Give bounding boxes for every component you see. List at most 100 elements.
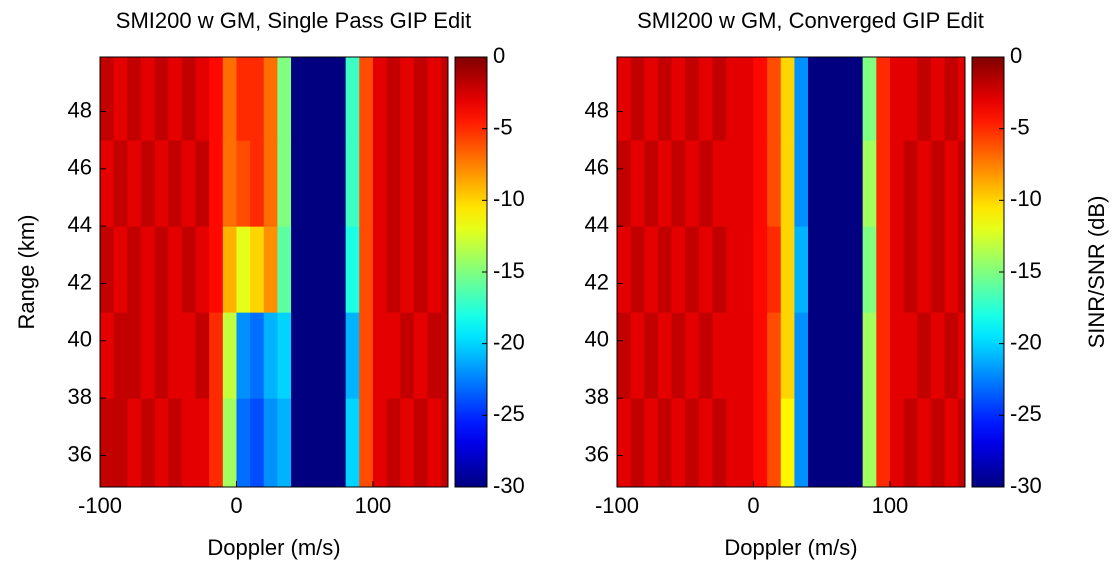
cell bbox=[332, 312, 347, 399]
cell bbox=[168, 312, 183, 399]
cell bbox=[712, 57, 727, 141]
cell bbox=[849, 312, 864, 399]
cell bbox=[739, 398, 754, 487]
cell bbox=[140, 57, 156, 141]
cell bbox=[168, 398, 183, 487]
cell bbox=[958, 140, 965, 227]
colorbar-tick-label: -5 bbox=[493, 114, 513, 139]
cell bbox=[113, 312, 128, 399]
cell bbox=[930, 57, 946, 141]
cell bbox=[835, 398, 850, 487]
cell bbox=[154, 57, 169, 141]
cell bbox=[372, 57, 388, 141]
cell bbox=[917, 57, 932, 141]
y-tick-label: 38 bbox=[585, 384, 609, 409]
cell bbox=[304, 312, 319, 399]
cell bbox=[753, 140, 768, 227]
y-axis-label: Range (km) bbox=[14, 215, 39, 330]
cell bbox=[944, 312, 959, 399]
cell bbox=[794, 57, 809, 141]
cell bbox=[304, 226, 319, 313]
cell bbox=[154, 312, 169, 399]
cell bbox=[726, 312, 741, 399]
cell bbox=[876, 398, 891, 487]
cell bbox=[739, 312, 754, 399]
colorbar-tick-label: -10 bbox=[1010, 186, 1042, 211]
cell bbox=[318, 57, 333, 141]
y-tick-label: 42 bbox=[585, 269, 609, 294]
axes-box bbox=[99, 56, 449, 488]
cell bbox=[100, 312, 115, 399]
cell bbox=[386, 226, 401, 313]
cell bbox=[630, 398, 645, 487]
cell bbox=[671, 57, 686, 141]
x-tick-label: 0 bbox=[747, 493, 759, 518]
y-tick-label: 36 bbox=[68, 441, 92, 466]
cell bbox=[154, 398, 169, 487]
cell bbox=[808, 226, 823, 313]
cell bbox=[617, 226, 632, 313]
cell bbox=[767, 398, 782, 487]
cell bbox=[291, 57, 306, 141]
cell bbox=[318, 398, 333, 487]
cell bbox=[862, 140, 877, 227]
cell bbox=[427, 226, 442, 313]
cell bbox=[821, 226, 836, 313]
cell bbox=[835, 140, 850, 227]
cell bbox=[195, 140, 210, 227]
x-axis-label: Doppler (m/s) bbox=[207, 535, 340, 560]
cell bbox=[917, 226, 932, 313]
cell bbox=[794, 398, 809, 487]
cell bbox=[100, 57, 115, 141]
colorbar-tick-label: -20 bbox=[1010, 329, 1042, 354]
cell bbox=[359, 140, 374, 227]
cell bbox=[617, 398, 632, 487]
cell bbox=[671, 398, 686, 487]
cell bbox=[413, 226, 429, 313]
cell bbox=[168, 226, 183, 313]
cell bbox=[250, 312, 265, 399]
cell bbox=[195, 312, 210, 399]
colorbar bbox=[971, 56, 1005, 488]
colorbar-tick-label: -25 bbox=[1010, 401, 1042, 426]
cell bbox=[441, 312, 448, 399]
cell bbox=[113, 398, 128, 487]
cell bbox=[821, 398, 836, 487]
cell bbox=[441, 398, 448, 487]
cell bbox=[291, 398, 306, 487]
cell bbox=[862, 312, 877, 399]
cell bbox=[427, 57, 442, 141]
cell bbox=[930, 226, 946, 313]
colorbar-tick-label: -10 bbox=[493, 186, 525, 211]
cell bbox=[808, 140, 823, 227]
cell bbox=[876, 57, 891, 141]
cell bbox=[930, 398, 946, 487]
y-tick-label: 44 bbox=[68, 212, 92, 237]
cell bbox=[181, 140, 197, 227]
cell bbox=[617, 57, 632, 141]
cell bbox=[889, 140, 905, 227]
cell bbox=[345, 398, 360, 487]
cell bbox=[263, 57, 278, 141]
y-tick-label: 36 bbox=[585, 441, 609, 466]
cell bbox=[100, 398, 115, 487]
cell bbox=[263, 312, 278, 399]
cell bbox=[427, 140, 442, 227]
cell bbox=[698, 226, 714, 313]
cell bbox=[209, 57, 224, 141]
y-tick-label: 38 bbox=[68, 384, 92, 409]
cell bbox=[318, 140, 333, 227]
cell bbox=[712, 226, 727, 313]
cell bbox=[127, 312, 142, 399]
cell bbox=[849, 398, 864, 487]
cell bbox=[712, 140, 727, 227]
cell bbox=[726, 140, 741, 227]
colorbar-tick-label: -30 bbox=[493, 473, 525, 498]
cell bbox=[359, 57, 374, 141]
cell bbox=[277, 312, 292, 399]
cell bbox=[930, 140, 946, 227]
cell bbox=[698, 140, 714, 227]
cell bbox=[277, 57, 292, 141]
cell bbox=[250, 226, 265, 313]
